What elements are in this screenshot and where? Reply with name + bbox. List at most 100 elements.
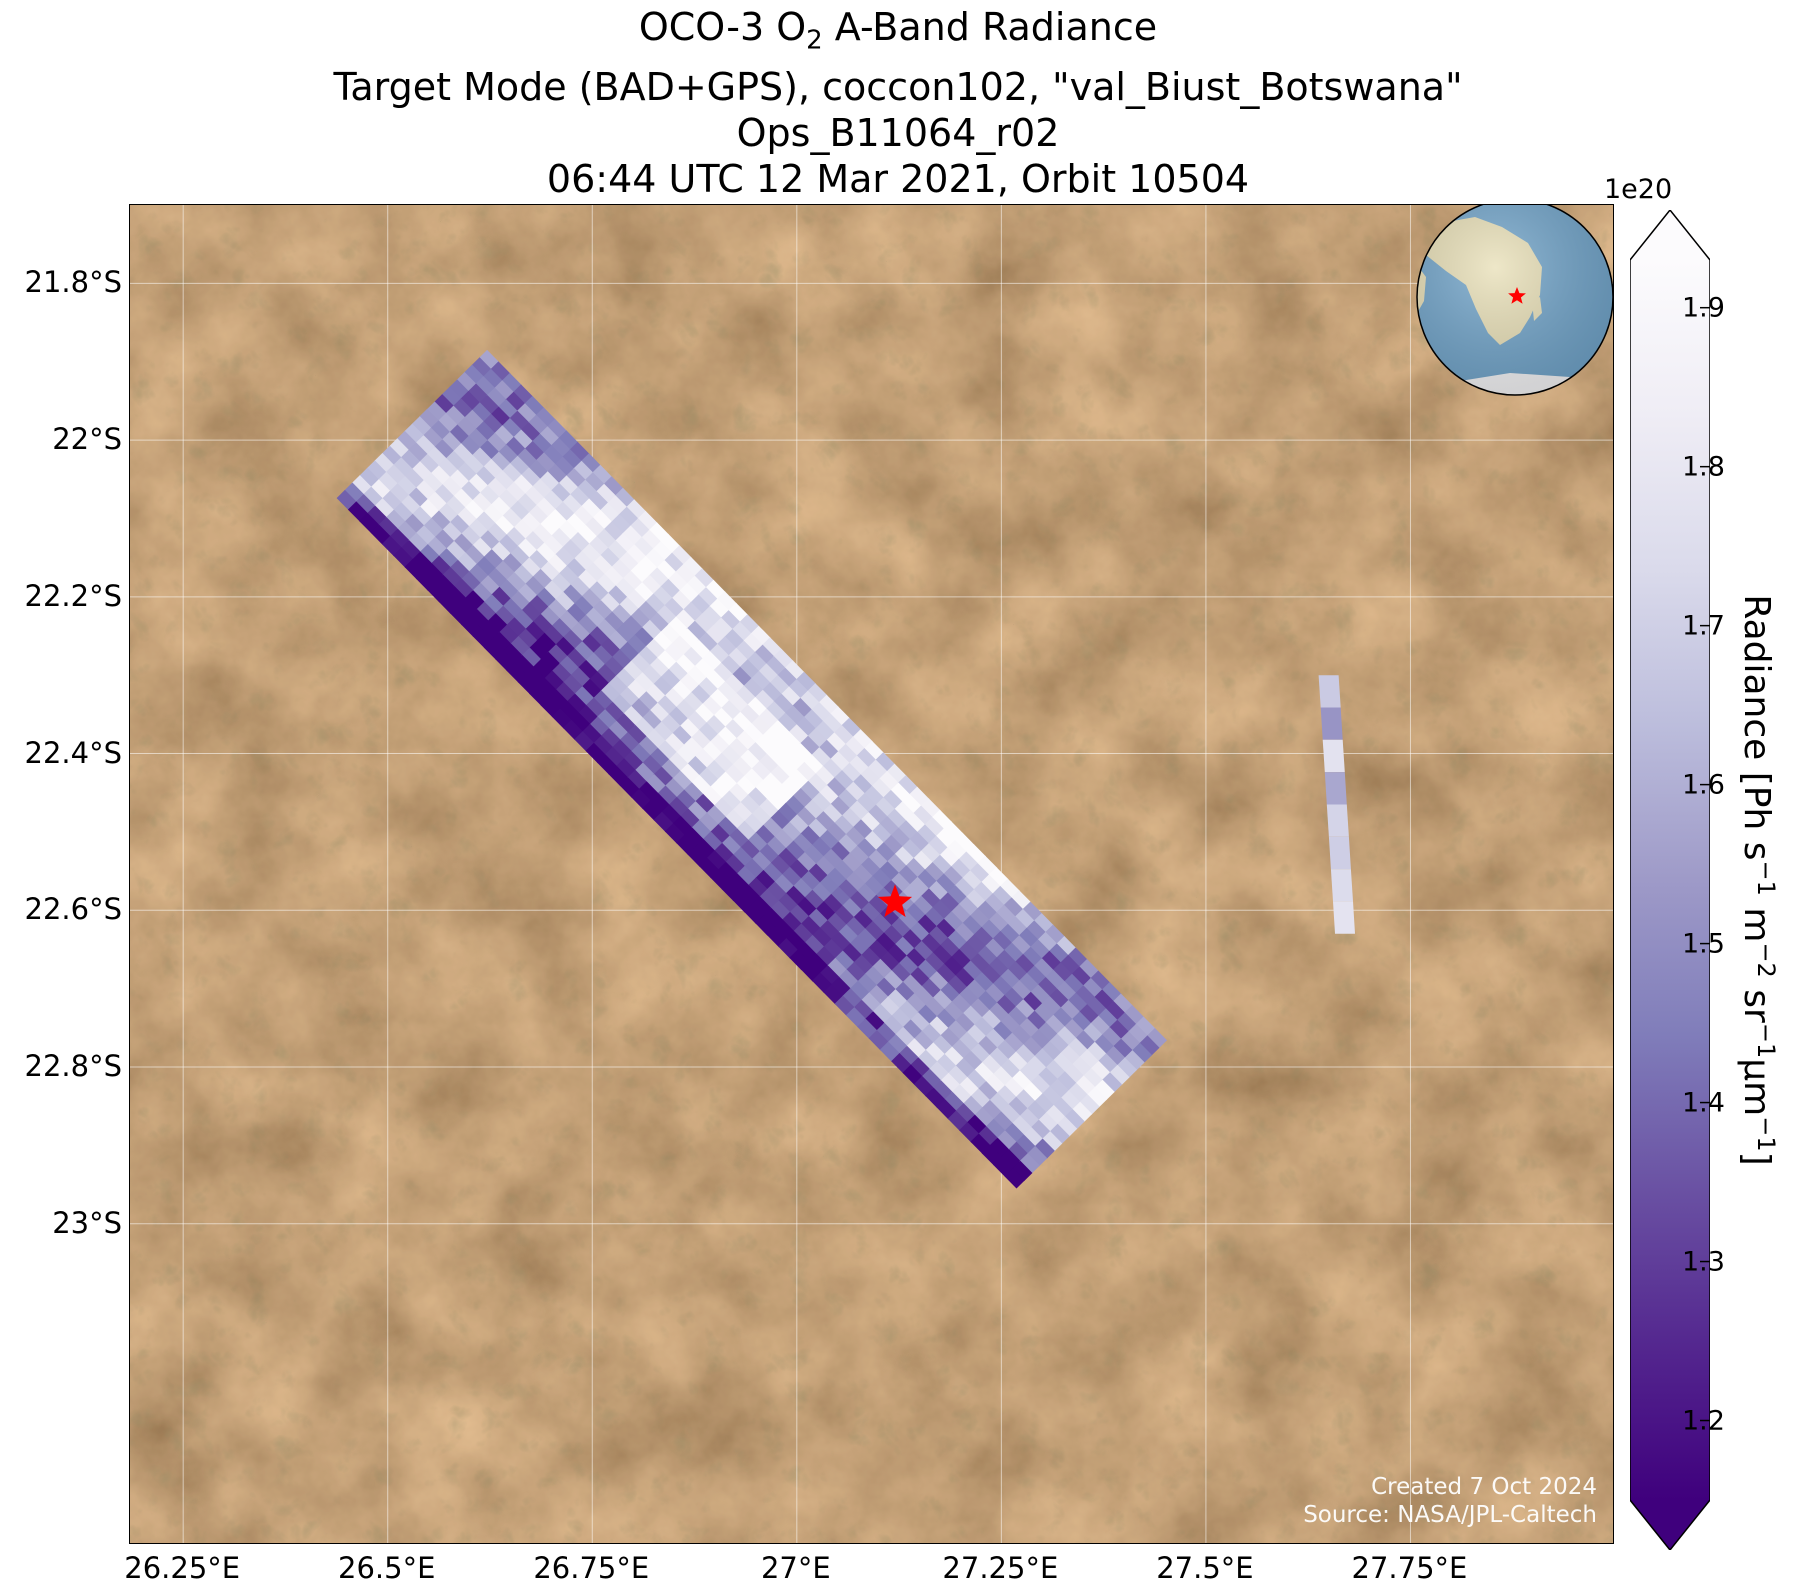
figure-title: OCO-3 O2 A-Band Radiance Target Mode (BA… [0, 4, 1796, 202]
swath-footprint-cell [770, 810, 791, 831]
swath-footprint-cell [853, 909, 874, 931]
map-panel[interactable]: Created 7 Oct 2024 Source: NASA/JPL-Calt… [129, 204, 1614, 1544]
swath-footprint-cell [905, 812, 926, 834]
swath-footprint-cell [758, 708, 779, 730]
swath-footprint-cell [389, 438, 410, 459]
swath-footprint-cell [430, 510, 452, 532]
swath-footprint-cell [551, 573, 572, 594]
swath-footprint-cell [1037, 1022, 1059, 1043]
swath-footprint-cell [359, 467, 380, 489]
swath-footprint-cell [905, 857, 926, 879]
swath-footprint-cell [652, 541, 673, 562]
swath-footprint-cell [434, 484, 455, 505]
swath-footprint-cell [762, 727, 783, 748]
swath-footprint-cell [852, 729, 873, 750]
swath-footprint-cell [1011, 1070, 1032, 1091]
swath-footprint-cell [910, 1057, 931, 1078]
swath-footprint-cell [803, 709, 824, 730]
swath-footprint-cell [897, 820, 919, 841]
swath-footprint-cell [808, 953, 829, 975]
swath-footprint-cell [1022, 991, 1043, 1013]
swath-footprint-cell [532, 659, 554, 680]
swath-footprint-cell [642, 755, 663, 776]
swath-footprint-cell [709, 779, 731, 800]
swath-footprint-cell [385, 509, 406, 531]
small-swath-cell [1328, 836, 1351, 870]
swath-footprint-cell [1026, 965, 1047, 987]
swath-footprint-cell [483, 458, 504, 480]
swath-footprint-cell [962, 960, 983, 982]
swath-footprint-cell [765, 746, 787, 767]
swath-footprint-cell [935, 828, 956, 849]
swath-footprint-cell [754, 644, 775, 666]
swath-footprint-cell [860, 992, 882, 1013]
swath-footprint-cell [516, 403, 537, 424]
swath-footprint-cell [475, 511, 497, 532]
swath-footprint-cell [981, 1145, 1003, 1166]
swath-footprint-cell [664, 778, 686, 799]
swath-footprint-cell [875, 842, 896, 863]
swath-footprint-cell [539, 426, 560, 447]
swath-footprint-cell [962, 1005, 983, 1027]
swath-footprint-cell [679, 718, 700, 739]
swath-footprint-cell [634, 762, 655, 783]
swath-footprint-cell [1010, 935, 1032, 956]
colorbar-tick-label: 1.9 [1682, 292, 1725, 324]
swath-footprint-cell [1007, 1006, 1028, 1027]
swath-footprint-cell [769, 720, 791, 741]
swath-footprint-cell [784, 660, 805, 681]
swath-footprint-cell [761, 637, 783, 658]
swath-footprint-cell [486, 477, 508, 499]
swath-footprint-cell [404, 558, 425, 580]
swath-footprint-cell [766, 881, 787, 903]
swath-footprint-cell [472, 582, 493, 604]
swath-footprint-cell [362, 486, 384, 508]
swath-footprint-cell [495, 650, 516, 672]
swath-footprint-cell [396, 476, 418, 497]
swath-footprint-cell [917, 959, 938, 981]
swath-footprint-cell [902, 974, 923, 995]
swath-footprint-cell [841, 898, 863, 919]
swath-footprint-cell [626, 634, 647, 656]
swath-footprint-cell [610, 514, 632, 535]
swath-footprint-cell [720, 610, 741, 631]
swath-footprint-cell [475, 466, 496, 487]
swath-footprint-cell [894, 846, 915, 867]
swath-footprint-cell [521, 647, 542, 669]
swath-footprint-cell [1007, 961, 1028, 982]
swath-footprint-cell [939, 892, 960, 913]
swath-footprint-cell [905, 903, 927, 924]
swath-footprint-cell [803, 799, 825, 821]
swath-footprint-cell [800, 961, 822, 982]
swath-footprint-cell [679, 763, 701, 784]
swath-footprint-cell [829, 751, 851, 772]
swath-footprint-cell [925, 1042, 946, 1063]
swath-footprint-cell [672, 815, 693, 837]
swath-footprint-cell [449, 514, 470, 536]
swath-footprint-cell [1041, 950, 1062, 972]
swath-footprint-cell [916, 824, 937, 845]
swath-footprint-cell [1049, 1078, 1070, 1100]
swath-footprint-cell [773, 829, 795, 850]
swath-footprint-cell [622, 525, 643, 547]
swath-footprint-cell [1048, 1033, 1070, 1055]
swath-footprint-cell [479, 440, 500, 461]
swath-footprint-cell [573, 505, 594, 527]
swath-footprint-cell [520, 512, 542, 533]
swath-footprint-cell [931, 809, 952, 831]
swath-footprint-cell [629, 518, 651, 539]
swath-footprint-cell [883, 1015, 904, 1036]
swath-footprint-cell [837, 879, 859, 900]
swath-footprint-cell [969, 953, 991, 974]
swath-footprint-cell [683, 827, 705, 848]
swath-footprint-cell [973, 972, 994, 993]
swath-footprint-cell [528, 595, 550, 616]
swath-footprint-cell [656, 605, 677, 626]
swath-footprint-cell [766, 791, 787, 812]
swath-footprint-cell [728, 828, 750, 849]
swath-footprint-cell [1030, 1074, 1051, 1096]
swath-footprint-cell [664, 687, 685, 709]
swath-footprint-cell [411, 416, 432, 437]
swath-footprint-cell [479, 530, 500, 551]
swath-footprint-cell [558, 655, 580, 677]
